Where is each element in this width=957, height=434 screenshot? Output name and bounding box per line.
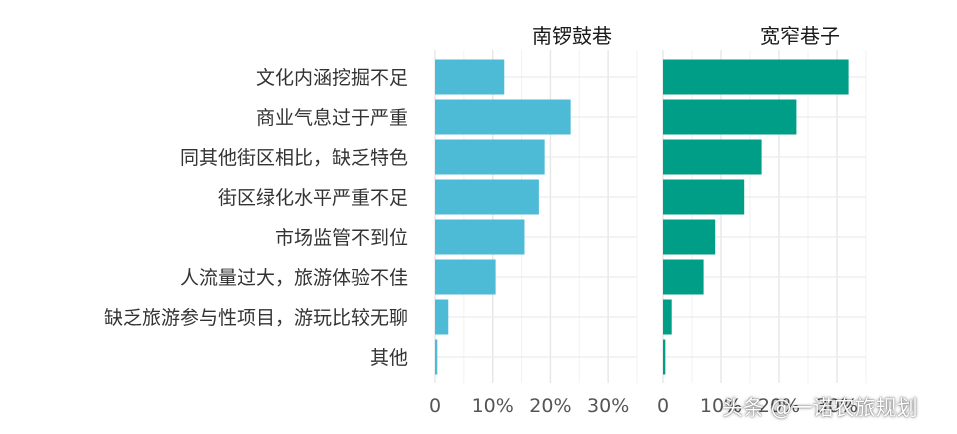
left-panel-nanluoguxiang: 0 10% 20% 30% — [429, 50, 638, 417]
x-tick-label: 20% — [529, 395, 571, 417]
x-tick-label: 0 — [657, 395, 669, 417]
bar-5 — [435, 219, 525, 255]
x-tick-label: 30% — [587, 395, 629, 417]
bar-6 — [435, 259, 496, 295]
right-panel-title: 宽窄巷子 — [760, 24, 840, 48]
bar-7 — [435, 299, 449, 335]
category-labels: 文化内涵挖掘不足商业气息过于严重同其他街区相比，缺乏特色街区绿化水平严重不足市场… — [104, 67, 408, 369]
x-tick-label: 10% — [472, 395, 514, 417]
bar-4 — [663, 179, 745, 215]
category-label: 缺乏旅游参与性项目，游玩比较无聊 — [104, 307, 408, 329]
bar-3 — [663, 139, 762, 175]
bar-4 — [435, 179, 539, 215]
right-panel-kuanzhaixiangzi: 0 10% 20% 30% — [657, 50, 867, 417]
category-label: 文化内涵挖掘不足 — [256, 67, 408, 89]
x-tick-label: 10% — [700, 395, 742, 417]
bar-1 — [435, 59, 505, 95]
watermark-text: 头条 @一诺农旅规划 — [722, 396, 918, 420]
bar-3 — [435, 139, 545, 175]
bar-5 — [663, 219, 716, 255]
bar-7 — [663, 299, 672, 335]
x-tick-label: 20% — [758, 395, 800, 417]
x-tick-label: 30% — [816, 395, 858, 417]
category-label: 同其他街区相比，缺乏特色 — [180, 147, 408, 169]
category-label: 人流量过大，旅游体验不佳 — [180, 267, 408, 289]
left-panel-title: 南锣鼓巷 — [532, 24, 612, 48]
bar-8 — [663, 339, 666, 375]
bar-2 — [663, 99, 797, 135]
bar-6 — [663, 259, 704, 295]
category-label: 街区绿化水平严重不足 — [218, 187, 408, 209]
x-tick-label: 0 — [429, 395, 441, 417]
bar-2 — [435, 99, 571, 135]
category-label: 商业气息过于严重 — [256, 107, 408, 129]
category-label: 其他 — [370, 347, 408, 369]
bar-1 — [663, 59, 849, 95]
category-label: 市场监管不到位 — [275, 227, 408, 249]
bar-8 — [435, 339, 438, 375]
